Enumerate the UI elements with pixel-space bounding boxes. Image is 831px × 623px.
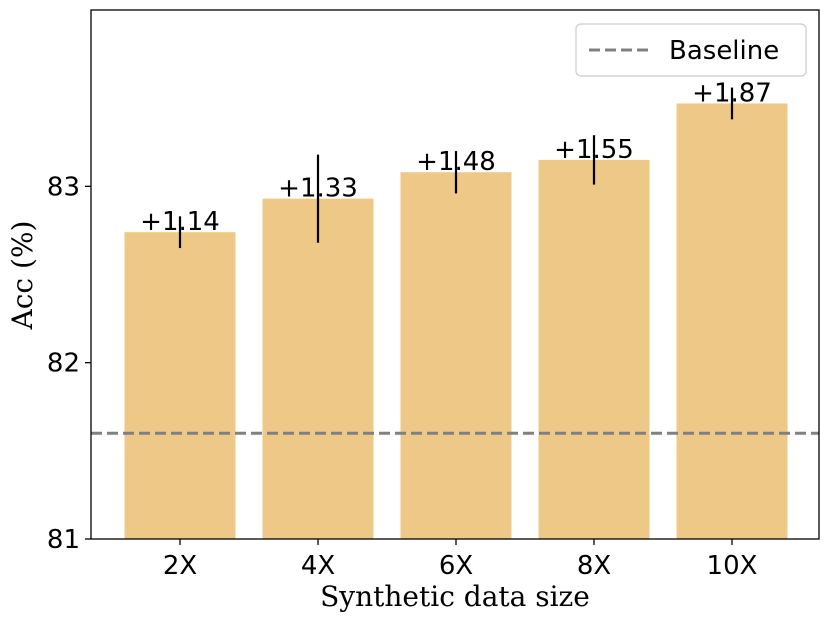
bar-10x (676, 103, 788, 539)
y-axis-label: Acc (%) (6, 221, 39, 331)
bars-group (124, 103, 788, 539)
y-tick-label: 81 (47, 525, 80, 555)
bar-8x (538, 159, 650, 539)
x-tick-label: 4X (301, 551, 335, 581)
error-bars-group (178, 87, 734, 249)
x-tick-label: 6X (439, 551, 473, 581)
y-ticks-group: 81 82 83 (47, 172, 91, 555)
legend-baseline-label: Baseline (669, 36, 779, 66)
y-tick-label: 83 (47, 172, 80, 202)
bar-4x (262, 198, 374, 539)
bar-annotation-6x: +1.48 (416, 147, 496, 177)
plot-frame (90, 9, 820, 540)
bar-labels-group: +1.14 +1.33 +1.48 +1.55 +1.87 (140, 78, 772, 237)
bar-annotation-8x: +1.55 (554, 135, 634, 165)
bar-annotation-4x: +1.33 (278, 174, 358, 204)
x-tick-label: 2X (163, 551, 197, 581)
bar-2x (124, 232, 236, 539)
bar-annotation-10x: +1.87 (692, 78, 772, 108)
bar-annotation-2x: +1.14 (140, 207, 220, 237)
x-tick-label: 10X (707, 551, 758, 581)
x-ticks-group: 2X 4X 6X 8X 10X (163, 539, 758, 581)
x-tick-label: 8X (577, 551, 611, 581)
bar-6x (400, 172, 512, 539)
y-tick-label: 82 (47, 349, 80, 379)
legend: Baseline (575, 23, 807, 77)
x-axis-label: Synthetic data size (320, 580, 590, 613)
legend-box (575, 23, 807, 77)
